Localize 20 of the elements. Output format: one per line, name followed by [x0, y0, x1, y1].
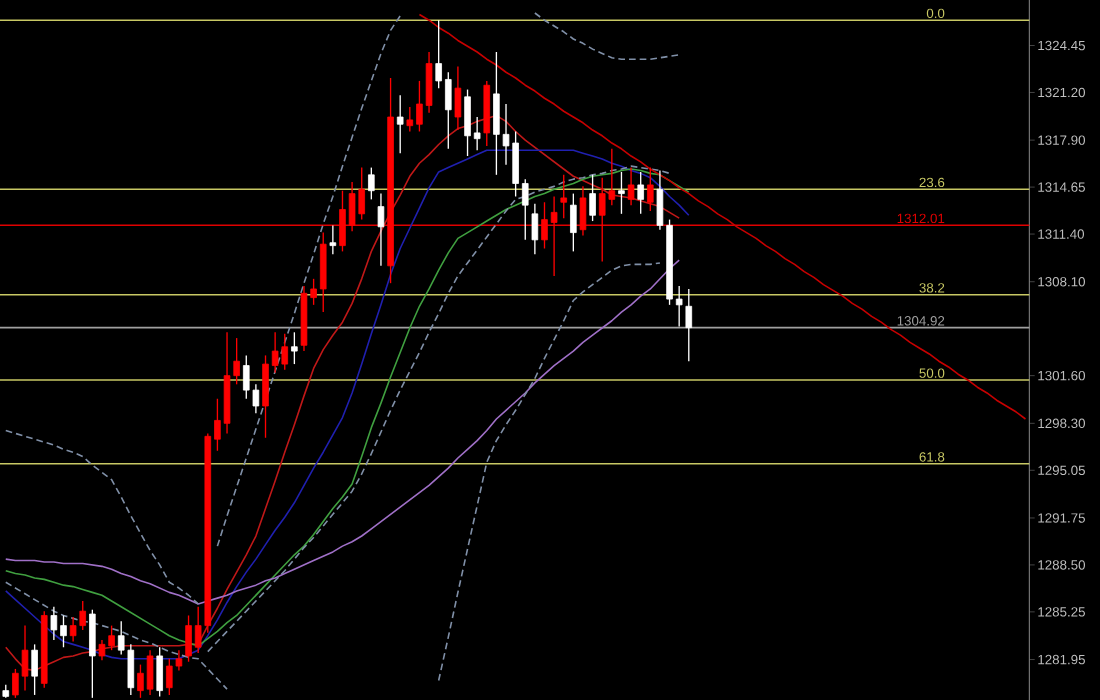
candlestick [589, 174, 596, 222]
candlestick [531, 203, 539, 255]
candlestick [647, 166, 654, 212]
candlestick [156, 646, 163, 698]
candlestick [483, 80, 491, 147]
candlestick [685, 288, 693, 362]
candlestick [618, 171, 625, 215]
candlestick [579, 185, 587, 237]
candlestick [31, 643, 38, 696]
candlestick [637, 171, 644, 215]
candlestick [89, 609, 96, 699]
candlestick [396, 94, 404, 154]
candlestick [560, 174, 568, 219]
candlestick [377, 192, 385, 267]
candlestick [627, 166, 635, 206]
candlestick [570, 192, 577, 253]
candlestick [368, 166, 375, 201]
candlestick [329, 224, 337, 255]
candlestick [454, 65, 462, 131]
candlestick [291, 331, 298, 365]
